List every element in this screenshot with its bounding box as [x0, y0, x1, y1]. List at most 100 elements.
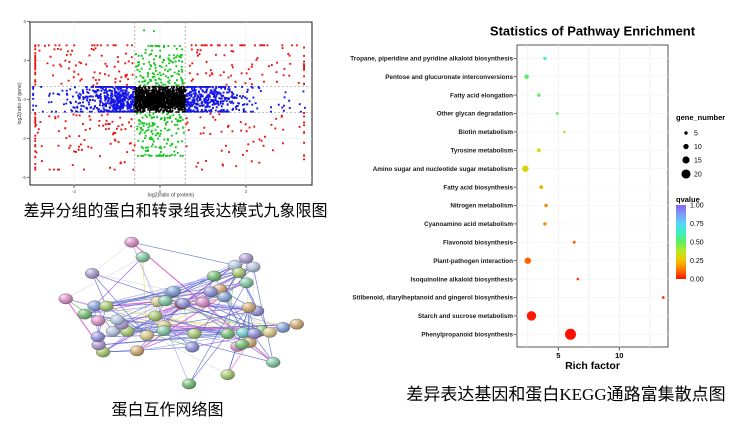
pathway-label: Fatty acid biosynthesis — [443, 184, 513, 191]
network-node — [187, 328, 202, 340]
network-nodes — [58, 236, 305, 390]
network-node — [139, 330, 155, 341]
legend-color-tick: 1.00 — [690, 202, 704, 209]
pathway-label: Nitrogen metabolism — [450, 203, 513, 210]
pathway-label: Tyrosine metabolism — [450, 148, 513, 155]
network-node — [110, 314, 125, 326]
pathway-label: Isoquinoline alkaloid biosynthesis — [410, 276, 513, 283]
network-node — [184, 341, 200, 353]
pathway-dot — [563, 130, 566, 134]
network-node — [220, 369, 235, 381]
nq-y-tick: -3 — [22, 136, 27, 141]
pathway-dot — [526, 311, 537, 321]
pathway-dot — [661, 296, 665, 299]
network-node — [166, 285, 181, 297]
pathway-label: Phenylpropanoid biosynthesis — [421, 332, 513, 339]
pathway-dot — [565, 328, 576, 340]
nq-y-tick: 0 — [23, 97, 26, 102]
nq-points-gene-different-only — [135, 29, 185, 157]
network-node — [195, 296, 211, 308]
pathway-label: Tropane, piperidine and pyridine alkaloi… — [350, 56, 513, 63]
kegg-x-axis-label: Rich factor — [565, 360, 620, 372]
legend-size-value: 10 — [694, 144, 702, 151]
legend-size-dot — [682, 156, 690, 164]
legend-size-value: 20 — [694, 171, 702, 178]
pathway-label: Other glycan degradation — [437, 111, 513, 118]
network-node — [241, 301, 257, 313]
network-node — [206, 270, 222, 282]
network-node — [90, 331, 106, 343]
kegg-enrichment-plot: Statistics of Pathway Enrichment Tropane,… — [350, 24, 725, 373]
pathway-dot — [555, 112, 559, 115]
network-node — [158, 295, 173, 307]
legend-color-tick: 0.00 — [690, 276, 704, 283]
pathway-label: Amino sugar and nucleotide sugar metabol… — [373, 166, 514, 173]
kegg-plot-border — [516, 44, 669, 348]
protein-network-panel — [40, 226, 320, 398]
pathway-label: Pentose and glucuronate interconversions — [385, 74, 513, 81]
pathway-dot — [537, 93, 541, 97]
pathway-label: Fatty acid elongation — [450, 92, 513, 99]
network-node — [90, 315, 106, 327]
kegg-caption: 差异表达基因和蛋白KEGG通路富集散点图 — [406, 385, 726, 404]
legend-color-tick: 0.50 — [690, 239, 704, 246]
pathway-dot — [522, 165, 529, 172]
kegg-enrichment-panel: Statistics of Pathway Enrichment Tropane,… — [330, 14, 750, 374]
nine-quadrant-caption: 差异分组的蛋白和转录组表达模式九象限图 — [23, 203, 328, 220]
nine-quadrant-plot: -2 0 2 -6 -3 0 3 6 log2(ratio of protein) log2(ra… — [17, 19, 313, 199]
pathway-dot — [543, 222, 547, 226]
nq-y-tick: -6 — [22, 175, 27, 180]
network-node — [105, 325, 121, 337]
legend-size-dot — [683, 143, 689, 150]
nq-x-tick: 2 — [245, 189, 248, 194]
network-node — [262, 326, 277, 338]
network-node — [246, 261, 261, 273]
nine-quadrant-panel: -2 0 2 -6 -3 0 3 6 log2(ratio of protein) log2(ra… — [15, 12, 320, 198]
nq-x-tick: 0 — [159, 189, 162, 194]
network-node — [247, 328, 262, 339]
network-node — [124, 236, 139, 248]
network-node — [58, 293, 73, 305]
kegg-title: Statistics of Pathway Enrichment — [490, 24, 696, 39]
legend-size-title: gene_number — [676, 113, 725, 122]
network-node — [239, 277, 254, 289]
pathway-label: Plant-pathogen interaction — [433, 258, 513, 265]
network-node — [156, 325, 171, 337]
pathway-label: Flavonoid biosynthesis — [443, 240, 513, 247]
pathway-label: Cyanoamino acid metabolism — [424, 221, 513, 228]
kegg-x-tick: 10 — [615, 351, 623, 360]
pathway-dot — [536, 148, 541, 153]
network-node — [203, 286, 218, 298]
legend-size-value: 15 — [694, 157, 702, 164]
legend-color-tick: 0.25 — [690, 258, 704, 265]
pathway-dot — [544, 203, 548, 208]
pathway-dot — [576, 277, 580, 281]
nq-x-tick: -2 — [72, 189, 77, 194]
nq-points-not-different — [134, 85, 186, 113]
pathway-dot — [524, 74, 529, 79]
network-node — [220, 328, 236, 340]
nq-points-protein-different-only — [32, 86, 306, 113]
pathway-label: Starch and sucrose metabolism — [418, 313, 514, 320]
network-node — [175, 297, 191, 309]
nq-y-tick: 3 — [23, 58, 26, 63]
legend-size-dot — [681, 169, 691, 179]
legend-color-bar — [676, 205, 686, 279]
network-node — [289, 318, 305, 330]
network-node — [84, 268, 100, 279]
pathway-label: Stilbenoid, diarylheptanoid and gingerol… — [352, 295, 513, 302]
pathway-label: Biotin metabolism — [458, 129, 513, 136]
pathway-dot — [572, 240, 576, 244]
nq-x-axis-label: log2(ratio of protein) — [148, 193, 195, 199]
network-node — [265, 356, 281, 368]
protein-network-plot — [58, 236, 305, 390]
network-node — [99, 300, 114, 312]
network-node — [77, 308, 92, 320]
nq-y-axis-label: log2(ratio of gene) — [17, 82, 23, 124]
network-node — [217, 291, 232, 303]
legend-color-title: qvalue — [676, 195, 700, 204]
network-node — [129, 345, 145, 357]
network-node — [147, 310, 163, 322]
nq-y-tick: 6 — [23, 19, 26, 24]
